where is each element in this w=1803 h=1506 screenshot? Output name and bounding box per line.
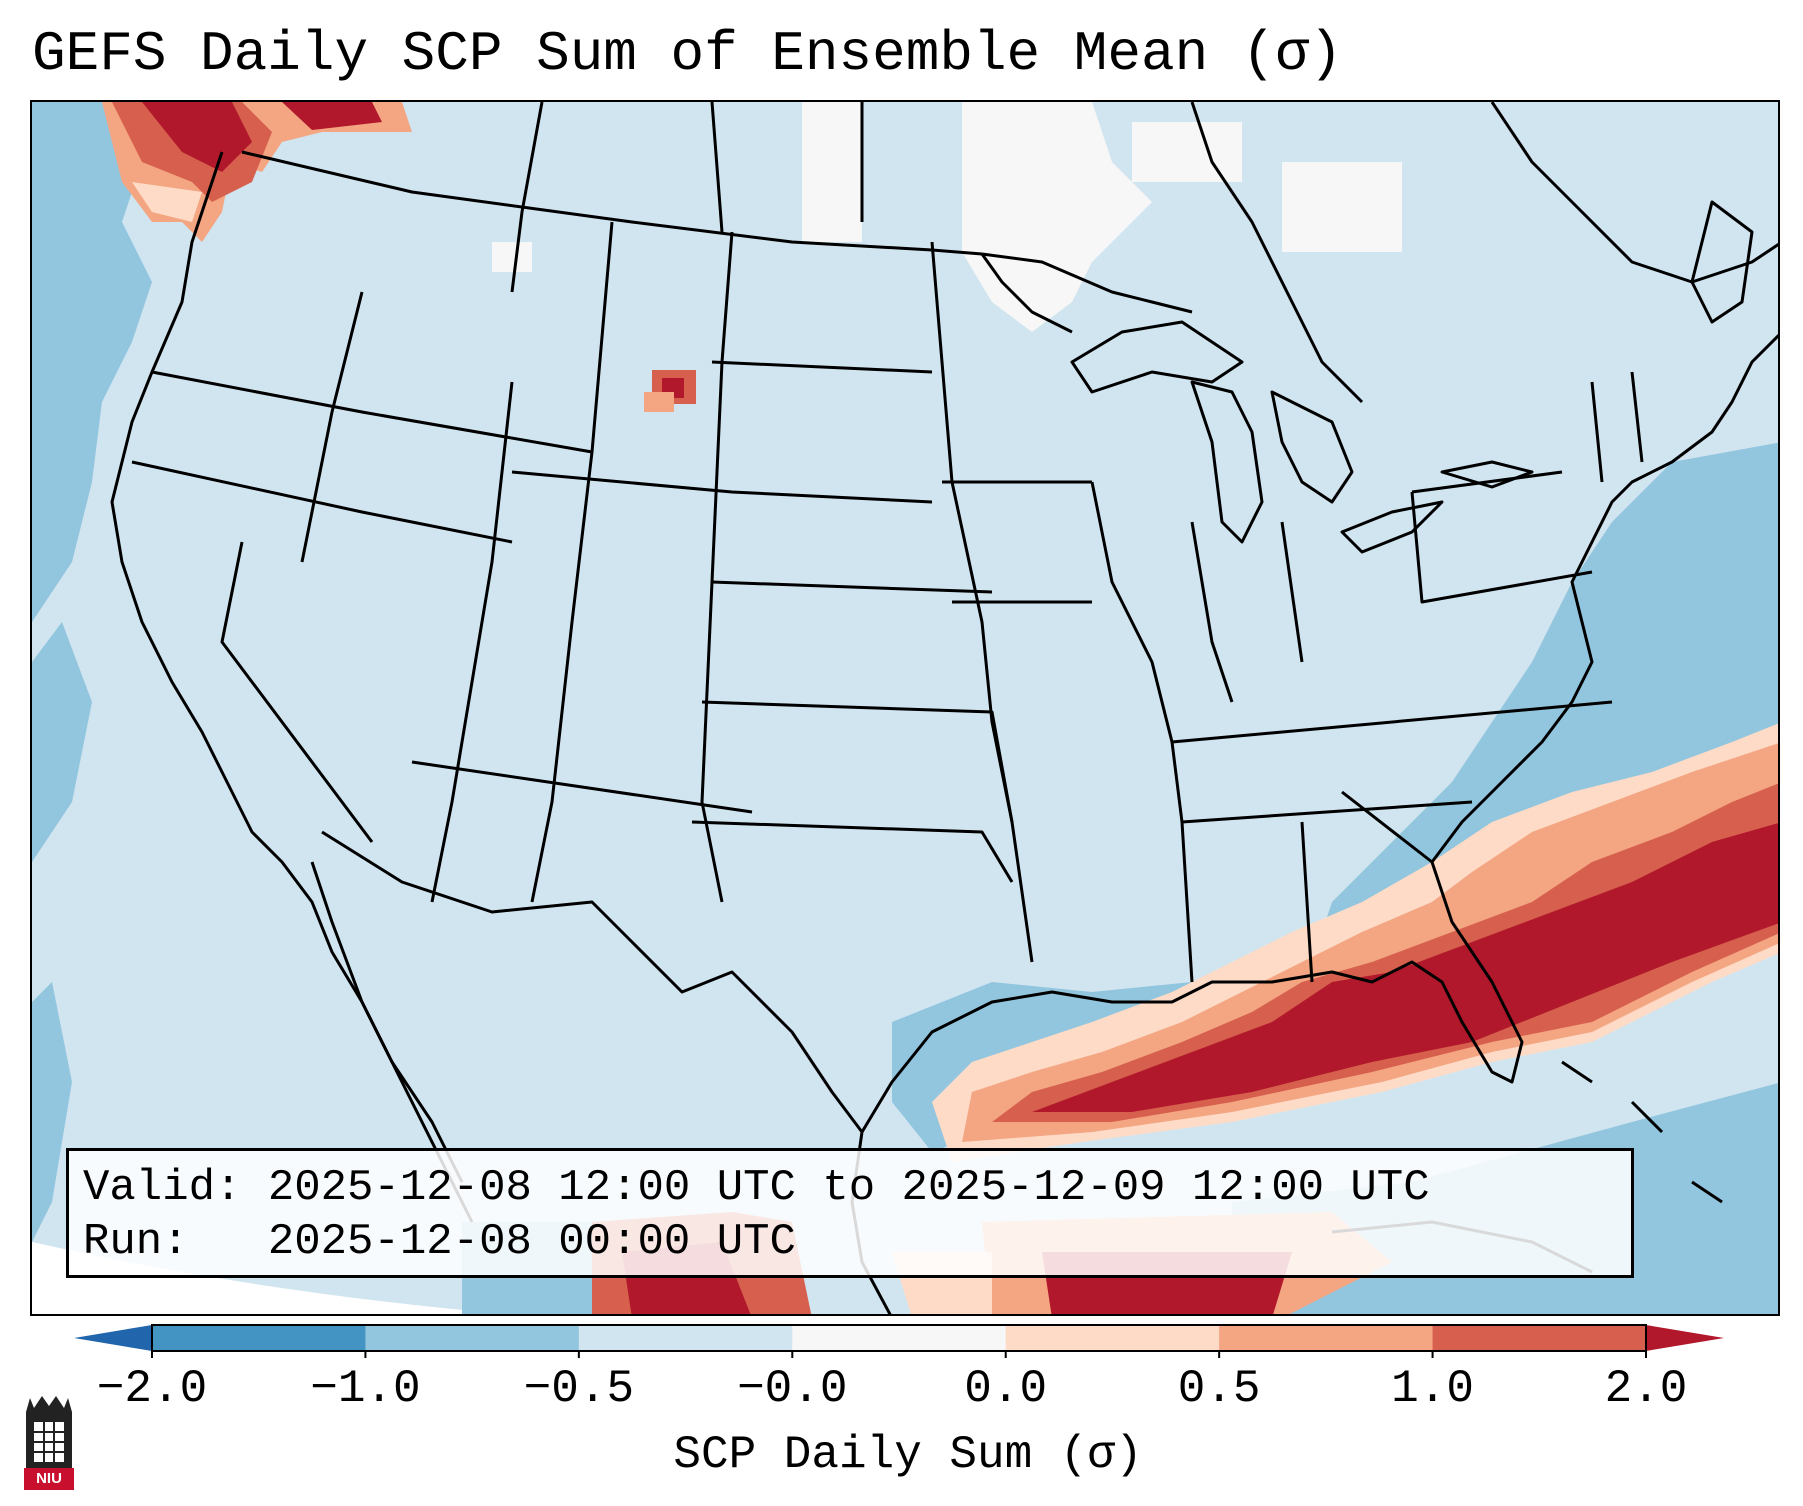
canada-zero-shading [962,102,1152,332]
ny-pa-border [1411,470,1563,494]
colorbar-segment [152,1325,366,1351]
or-id-border [151,370,593,454]
map-title: GEFS Daily SCP Sum of Ensemble Mean (σ) [32,22,1343,86]
ne-ks-border [711,580,993,594]
al-border [1300,821,1314,983]
id-border [300,291,364,563]
map-panel [30,100,1780,1316]
niu-banner [24,1468,74,1490]
us-canada-border-great-lakes [981,252,1193,314]
canada-province-border-1 [510,102,544,293]
colorbar-under-triangle [74,1325,152,1351]
colorbar-segment [1219,1325,1434,1351]
nv-ca-border [220,541,374,843]
us-mexico-border [321,830,864,1133]
colorbar-segments [152,1325,1647,1351]
tower-crown [26,1396,72,1412]
canada-province-border-2 [710,102,724,233]
bc-extreme-shading [282,102,382,130]
colorbar-over-triangle [1646,1325,1724,1351]
colorbar-tick-label: −0.5 [523,1363,635,1415]
run-time-text: Run: 2025-12-08 00:00 UTC [83,1217,796,1267]
oh-wv-border [1280,521,1304,663]
colorbar-ticks [151,1351,1647,1358]
valid-time-text: Valid: 2025-12-08 12:00 UTC to 2025-12-0… [83,1163,1430,1213]
me-nh-border [1630,371,1644,463]
tower-window-grid [34,1422,64,1462]
colorbar-tick-label: 2.0 [1604,1363,1688,1415]
colorbar-tick-label: 0.5 [1177,1363,1261,1415]
valid-run-info-box: Valid: 2025-12-08 12:00 UTC to 2025-12-0… [66,1148,1634,1278]
vt-nh-border [1590,381,1604,483]
nv-ut-border [131,460,513,544]
pacific-low-shading-2 [32,622,92,862]
colorbar-segment [578,1325,793,1351]
canada-zero-shading-4 [1132,122,1242,182]
lake-superior [1070,320,1244,394]
newfoundland-coast [1690,200,1754,324]
colorbar-tick-label: −2.0 [96,1363,208,1415]
colorbar-segment [365,1325,580,1351]
boundaries [110,102,1778,1314]
in-oh-border [1190,521,1234,703]
canada-zero-shading-3 [1282,162,1402,252]
labrador-coast [1490,102,1778,284]
colorbar-segment [792,1325,1007,1351]
pacific-low-shading [32,102,152,622]
gulf-coastline [860,861,1524,1133]
map-canvas [32,102,1778,1314]
colorbar-tick-label: 0.0 [964,1363,1048,1415]
wy-moderate-shading [644,392,674,412]
band-moderate-shading [962,743,1778,1142]
colorbar [74,1324,1724,1358]
hudson-bay-coast [1190,102,1364,404]
colorbar-frame [151,1324,1647,1352]
band-extreme-shading [1032,823,1778,1112]
il-ms-border [1090,481,1194,983]
canada-lakes-edge [980,253,1073,334]
lake-huron [1270,390,1354,504]
az-nm-border [411,760,753,814]
bahamas-coastline [1561,1060,1723,1204]
colorbar-segment [1005,1325,1220,1351]
ut-co-border [430,381,514,903]
ok-tx-border [691,820,1014,883]
near-zero-shading [492,102,1402,332]
niu-logo-icon [24,1396,74,1490]
atlantic-coastline [1430,333,1778,863]
al-ga-border [1181,800,1473,824]
lake-michigan [1190,380,1264,544]
niu-logo-text: NIU [36,1470,62,1487]
wy-co-border [530,221,614,903]
mn-ia-mo-border [930,241,1034,963]
nd-sd-border [711,360,933,374]
us-canada-border [241,150,983,256]
colorbar-segment [1432,1325,1647,1351]
canada-zero-shading-5 [492,242,532,272]
tn-border [1171,700,1613,744]
colorbar-tick-label: −0.0 [737,1363,848,1415]
pnw-light-shading [132,182,202,222]
pnw-extreme-shading [142,102,252,172]
canada-zero-shading-2 [802,102,862,242]
projection-edge [32,1242,505,1314]
wy-sd-border [511,470,933,504]
colorbar-tick-label: −1.0 [310,1363,421,1415]
ga-sc-border [1341,790,1433,864]
lake-erie [1340,500,1444,554]
pacific-low-shading-3 [32,982,72,1242]
colorbar-label: SCP Daily Sum (σ) [673,1429,1143,1481]
colorbar-tick-label: 1.0 [1391,1363,1474,1415]
lake-ontario [1440,460,1534,489]
atlantic-low-shading [1312,442,1778,982]
